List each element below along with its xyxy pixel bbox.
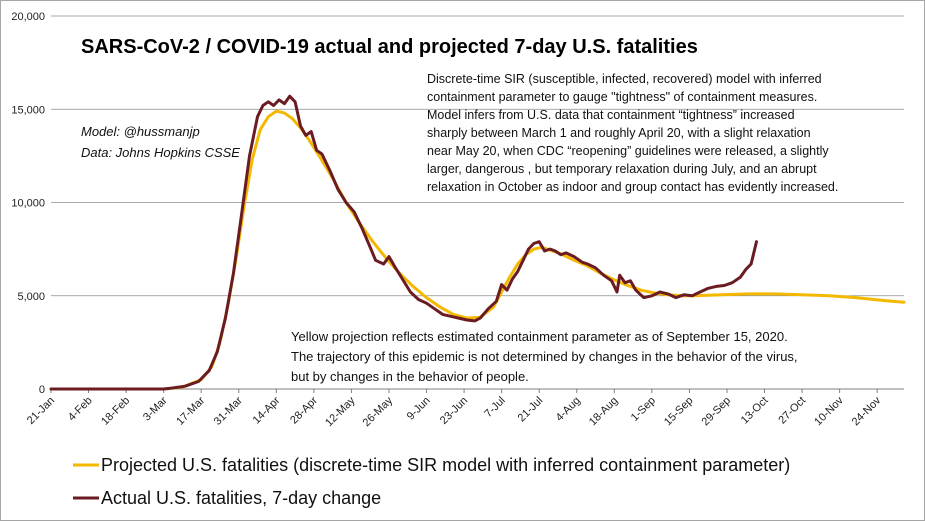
x-tick-label: 27-Oct [776,395,808,427]
x-tick-label: 4-Feb [66,395,95,424]
series-lines [49,94,906,391]
x-tick-label: 14-Apr [251,394,283,426]
y-tick-label: 0 [39,384,45,396]
annotation-bottom-line: The trajectory of this epidemic is not d… [291,349,798,364]
x-tick-label: 10-Nov [812,394,846,428]
series-line-actual [49,94,758,391]
x-tick-label: 23-Jun [438,395,470,427]
y-tick-label: 20,000 [11,11,45,23]
x-tick-label: 24-Nov [850,394,884,428]
x-tick-label: 4-Aug [554,395,583,424]
gridlines [51,15,904,390]
legend-label-actual: Actual U.S. fatalities, 7-day change [101,488,381,508]
y-axis-ticks: 0 5,000 10,000 15,000 20,000 [11,11,45,396]
y-tick-label: 5,000 [17,291,45,303]
x-tick-label: 3-Mar [141,394,170,423]
credit-model: Model: @hussmanjp [81,124,200,139]
x-tick-label: 1-Sep [629,395,658,424]
annotation-top-line: Model infers from U.S. data that contain… [427,108,795,122]
annotation-top-line: larger, dangerous , but temporary relaxa… [427,162,817,176]
x-tick-label: 26-May [361,394,396,429]
annotation-bottom-line: Yellow projection reflects estimated con… [291,329,788,344]
annotation-top: Discrete-time SIR (susceptible, infected… [427,72,838,194]
chart-title: SARS-CoV-2 / COVID-19 actual and project… [81,36,698,58]
x-tick-label: 13-Oct [739,395,771,427]
x-tick-label: 7-Jul [482,395,507,420]
annotation-top-line: near May 20, when CDC “reopening” guidel… [427,144,829,158]
x-tick-label: 29-Sep [700,395,734,429]
x-tick-label: 17-Mar [174,394,207,427]
legend: Projected U.S. fatalities (discrete-time… [73,455,790,508]
x-tick-label: 18-Feb [99,395,132,428]
x-tick-label: 18-Aug [587,395,621,429]
annotation-top-line: Discrete-time SIR (susceptible, infected… [427,72,822,86]
legend-label-projected: Projected U.S. fatalities (discrete-time… [101,455,790,475]
y-tick-label: 10,000 [11,198,45,210]
x-tick-label: 28-Apr [288,394,320,426]
credit-data: Data: Johns Hopkins CSSE [81,145,240,160]
annotation-top-line: sharply between March 1 and roughly Apri… [427,126,811,140]
x-tick-label: 31-Mar [212,394,245,427]
x-tick-label: 21-Jan [25,395,57,427]
y-tick-label: 15,000 [11,104,45,116]
x-tick-label: 12-May [323,394,358,429]
x-tick-label: 15-Sep [662,395,696,429]
annotation-top-line: relaxation in October as indoor and grou… [427,180,838,194]
x-tick-label: 21-Jul [516,395,546,425]
annotation-top-line: containment parameter to gauge "tightnes… [427,90,817,104]
annotation-bottom: Yellow projection reflects estimated con… [291,329,798,384]
series-line-projected [49,109,906,391]
credits: Model: @hussmanjp Data: Johns Hopkins CS… [81,124,240,160]
x-axis-ticks: 21-Jan 4-Feb 18-Feb 3-Mar 17-Mar 31-Mar 14-Apr… [25,389,884,429]
annotation-bottom-line: but by changes in the behavior of people… [291,369,529,384]
x-tick-label: 9-Jun [405,395,433,423]
